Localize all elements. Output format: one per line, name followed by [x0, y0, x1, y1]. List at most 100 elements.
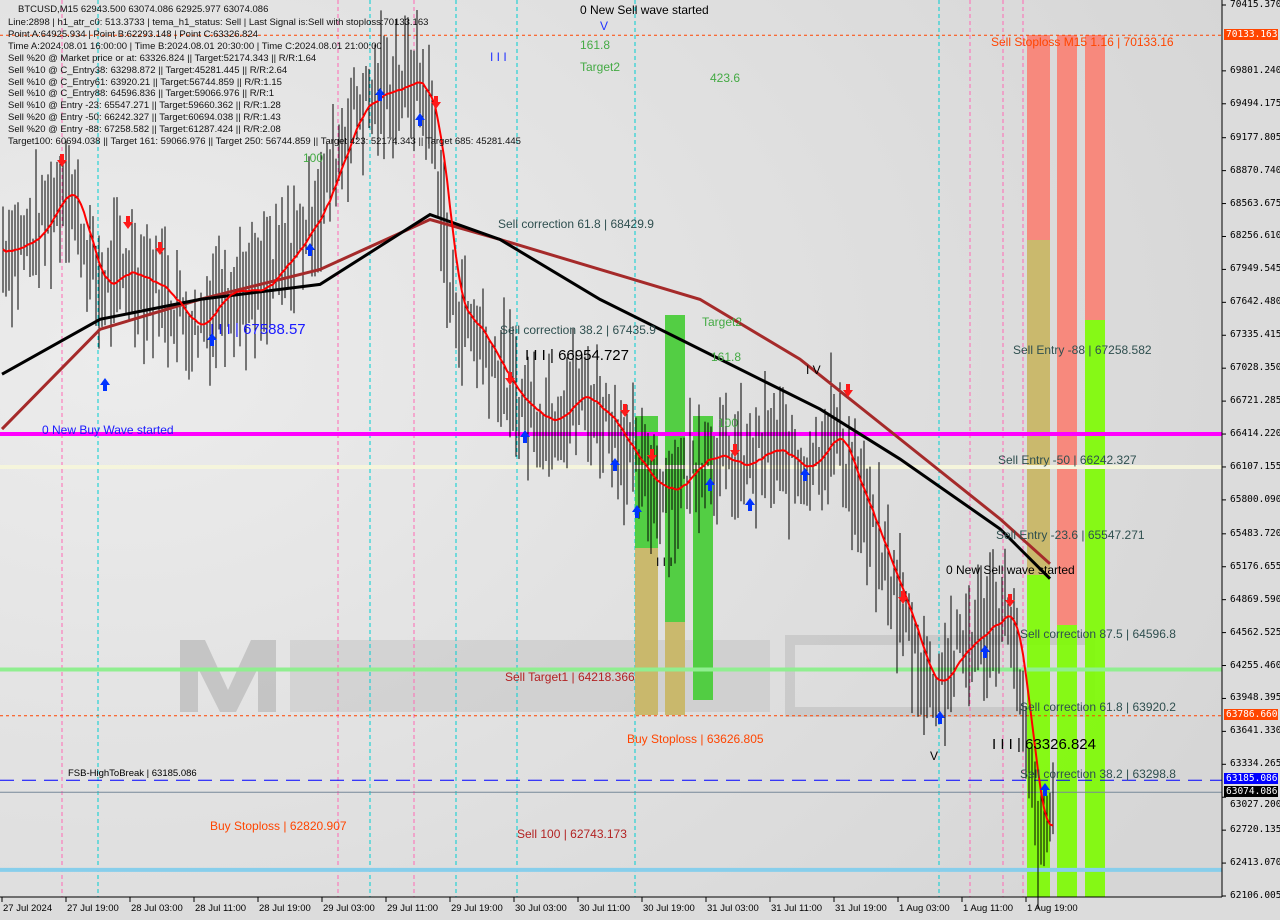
buy-arrow-icon — [1040, 783, 1050, 796]
price-tick-label: 66721.285 — [1230, 395, 1280, 407]
buy-arrow-icon — [100, 378, 110, 391]
fib-100-left: 100 — [303, 151, 324, 165]
zone-column — [1057, 35, 1077, 625]
fib-423-label: 423.6 — [710, 71, 741, 85]
sell-arrow-icon — [155, 242, 165, 255]
watermark-m-glyph — [180, 640, 276, 712]
buy-arrow-icon — [375, 88, 385, 101]
buy-arrow-icon — [632, 505, 642, 518]
sell-arrow-icon — [123, 216, 133, 229]
price-tick-label: 62720.135 — [1230, 824, 1280, 836]
time-tick-label: 31 Jul 11:00 — [771, 903, 823, 914]
sell-arrow-icon — [620, 404, 630, 417]
buy-arrow-icon — [745, 498, 755, 511]
time-tick-label: 27 Jul 19:00 — [67, 903, 119, 914]
signal-markers — [57, 88, 1050, 796]
time-tick-label: 27 Jul 2024 — [3, 903, 53, 914]
buy-arrow-icon — [800, 468, 810, 481]
zone-column — [1027, 240, 1050, 575]
time-tick-label: 31 Jul 03:00 — [707, 903, 759, 914]
price-tick-label: 63641.330 — [1230, 725, 1280, 737]
target2-left: Target2 — [580, 60, 621, 74]
sell-stoploss-label: Sell Stoploss M15 1.16 | 70133.16 — [991, 35, 1174, 49]
sell-correction-618-right: Sell correction 61.8 | 63920.2 — [1020, 700, 1176, 714]
zone-column — [635, 548, 658, 715]
time-tick-label: 1 Aug 19:00 — [1027, 903, 1078, 914]
fsb-label: FSB-HighToBreak | 63185.086 — [68, 768, 197, 779]
time-tick-label: 31 Jul 19:00 — [835, 903, 887, 914]
buy-arrow-icon — [305, 243, 315, 256]
wave3-top-label: I I I — [490, 50, 507, 64]
zone-column — [1085, 35, 1105, 320]
info-line: Sell %10 @ C_Entry38: 63298.872 || Targe… — [8, 64, 288, 76]
wave5-top-label: V — [600, 19, 609, 33]
wave4-label: I V — [806, 363, 821, 377]
buy-wave-label: 0 New Buy Wave started — [42, 423, 174, 437]
time-tick-label: 28 Jul 11:00 — [195, 903, 247, 914]
info-line: Sell %20 @ Entry -88: 67258.582 || Targe… — [8, 124, 281, 136]
buy-stoploss-2-label: Buy Stoploss | 62820.907 — [210, 819, 347, 833]
price-tick-label: 66414.220 — [1230, 428, 1280, 440]
price-tick-label: 68870.740 — [1230, 164, 1280, 176]
buy-arrow-icon — [935, 711, 945, 724]
buy-arrow-icon — [520, 430, 530, 443]
price-tick-label: 67335.415 — [1230, 329, 1280, 341]
time-tick-label: 28 Jul 19:00 — [259, 903, 311, 914]
target-zones — [635, 35, 1105, 897]
info-line: Sell %20 @ Entry -50: 66242.327 || Targe… — [8, 112, 281, 124]
time-tick-label: 30 Jul 11:00 — [579, 903, 631, 914]
info-line: Sell %10 @ Entry -23: 65547.271 || Targe… — [8, 100, 281, 112]
price-tick-label: 62413.070 — [1230, 857, 1280, 869]
target2-label: Target2 — [702, 315, 743, 329]
stoploss-price-tag: 70133.163 — [1224, 29, 1278, 40]
price-tick-label: 63948.395 — [1230, 692, 1280, 704]
time-tick-label: 29 Jul 11:00 — [387, 903, 439, 914]
price-tick-label: 67949.545 — [1230, 263, 1280, 275]
wave5-label: V — [930, 749, 939, 763]
current-price-tag: 63074.086 — [1224, 786, 1278, 797]
fib-161-label: 161.8 — [711, 350, 742, 364]
fast-ma-line — [2, 81, 1054, 827]
buy-stoploss-1-label: Buy Stoploss | 63626.805 — [627, 732, 764, 746]
sell-100-label: Sell 100 | 62743.173 — [517, 827, 627, 841]
info-line: Sell %10 @ C_Entry61: 63920.21 || Target… — [8, 76, 282, 88]
time-tick-label: 1 Aug 11:00 — [963, 903, 1014, 914]
sell-correction-382: Sell correction 38.2 | 67435.9 — [500, 323, 656, 337]
buy-arrow-icon — [415, 113, 425, 126]
price-tick-label: 69177.805 — [1230, 131, 1280, 143]
sell-arrow-icon — [730, 444, 740, 457]
sell-arrow-icon — [505, 372, 515, 385]
sell-entry-88-label: Sell Entry -88 | 67258.582 — [1013, 343, 1152, 357]
moving-averages — [0, 81, 1054, 827]
sell-entry-23-label: Sell Entry -23.6 | 65547.271 — [996, 528, 1145, 542]
wave3-mid-label: I I I — [656, 555, 673, 569]
info-line: Line:2898 | h1_atr_c0: 513.3733 | tema_h… — [8, 17, 429, 28]
fib-100-label: 100 — [718, 416, 739, 430]
time-tick-label: 30 Jul 19:00 — [643, 903, 695, 914]
wave3-b-label: I I I | 66954.727 — [525, 347, 629, 364]
price-tick-label: 67028.350 — [1230, 362, 1280, 374]
plot-area — [0, 0, 1222, 897]
sell-arrow-icon — [1005, 594, 1015, 607]
zone-column — [1085, 320, 1105, 897]
price-tick-label: 69494.175 — [1230, 97, 1280, 109]
sell-correction-382-right: Sell correction 38.2 | 63298.8 — [1020, 767, 1176, 781]
sell-correction-618: Sell correction 61.8 | 68429.9 — [498, 217, 654, 231]
price-tick-label: 64869.590 — [1230, 593, 1280, 605]
sell-wave-label: 0 New Sell wave started — [580, 3, 709, 17]
buy-arrow-icon — [980, 645, 990, 658]
price-tick-label: 70415.370 — [1230, 0, 1280, 10]
wave3-a-label: I I I | 67588.57 — [210, 321, 306, 338]
info-line: Sell %10 @ C_Entry88: 64596.836 || Targe… — [8, 88, 274, 100]
ma-slow-line — [1, 212, 1052, 580]
price-tick-label: 65800.090 — [1230, 493, 1280, 505]
time-tick-label: 29 Jul 19:00 — [451, 903, 503, 914]
price-tick-label: 66107.155 — [1230, 460, 1280, 472]
wave3-c-label: I I I | 63326.824 — [992, 736, 1096, 753]
symbol-line: BTCUSD,M15 62943.500 63074.086 62925.977… — [18, 4, 269, 15]
buy-arrow-icon — [207, 333, 217, 346]
time-tick-label: 28 Jul 03:00 — [131, 903, 183, 914]
price-tick-label: 69801.240 — [1230, 64, 1280, 76]
sell-wave-right-label: 0 New Sell wave started — [946, 563, 1075, 577]
